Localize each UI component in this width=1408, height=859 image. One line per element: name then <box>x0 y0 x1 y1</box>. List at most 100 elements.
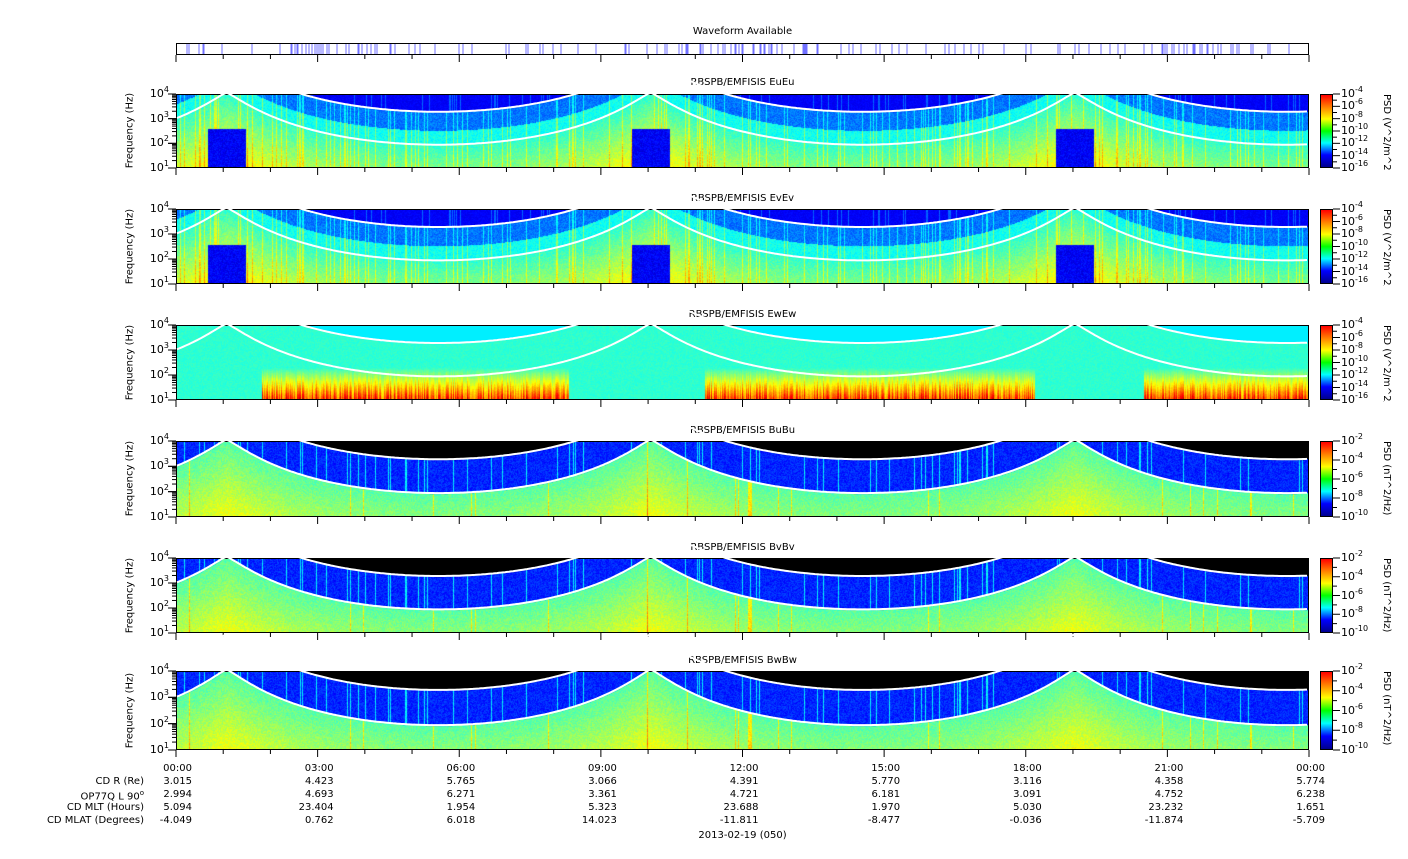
y-tick-label: 103 <box>149 341 169 356</box>
colorbar-tick-label: 10-8 <box>1341 721 1363 737</box>
y-tick-label: 101 <box>149 624 169 639</box>
colorbar-tick-label: 10-14 <box>1341 378 1369 394</box>
waveform-available-bar <box>176 43 1309 55</box>
table-cell: 6.271 <box>446 789 476 800</box>
colorbar <box>1320 671 1333 750</box>
lower-curve <box>176 91 1307 146</box>
table-cell: 3.066 <box>588 776 617 787</box>
lower-curve <box>176 322 1308 378</box>
table-cell: 4.721 <box>729 789 759 800</box>
x-ticks <box>175 633 1310 640</box>
x-ticks <box>175 517 1310 524</box>
table-cell: 5.323 <box>588 802 617 813</box>
spectrogram-plot <box>176 58 1309 168</box>
colorbar <box>1320 558 1333 633</box>
table-cell: 5.765 <box>446 776 476 787</box>
y-ticks <box>168 93 176 169</box>
spectrogram-plot <box>176 633 1309 750</box>
y-tick-label: 102 <box>149 366 169 381</box>
table-cell: -11.874 <box>1144 815 1184 826</box>
table-cell: 1.651 <box>1296 802 1325 813</box>
y-axis-label: Frequency (Hz) <box>124 208 136 284</box>
table-cell: 3.015 <box>163 776 192 787</box>
colorbar-tick-label: 10-8 <box>1341 489 1363 504</box>
white-frequency-curves <box>176 173 1308 262</box>
colorbar-tick-label: 10-10 <box>1341 353 1369 369</box>
y-axis-label: Frequency (Hz) <box>124 557 136 633</box>
y-tick-label: 103 <box>149 688 169 704</box>
colorbar-tick-label: 10-8 <box>1341 109 1363 125</box>
colorbar-tick-label: 10-10 <box>1341 122 1369 137</box>
colorbar-label: PSD (nT^2/Hz) <box>1381 671 1392 746</box>
y-axis-label: Frequency (Hz) <box>124 92 136 169</box>
colorbar-tick-label: 10-2 <box>1341 549 1363 564</box>
table-cell: -8.477 <box>867 815 901 826</box>
colorbar-tick-label: 10-12 <box>1341 134 1369 150</box>
table-cell: -4.049 <box>159 815 192 826</box>
waveform-marks <box>186 44 1290 54</box>
panel-title: RBSPB/EMFISIS EwEw <box>688 309 797 320</box>
table-cell: 5.030 <box>1013 802 1042 813</box>
y-tick-label: 102 <box>149 482 169 498</box>
lower-curve <box>176 438 1308 495</box>
table-row-label: CD MLAT (Degrees) <box>46 815 144 826</box>
y-tick-label: 103 <box>149 109 169 125</box>
y-ticks <box>168 557 176 634</box>
colorbar-tick-label: 10-6 <box>1341 212 1363 228</box>
table-cell: 0.762 <box>304 815 334 826</box>
y-tick-label: 104 <box>149 432 169 447</box>
table-cell: -5.709 <box>1292 815 1325 826</box>
table-cell: 4.693 <box>304 789 334 800</box>
colorbar-ticks <box>1333 440 1340 518</box>
colorbar-label: PSD (V^2/m^2/Hz) <box>1381 94 1392 170</box>
colorbar-tick-label: 10-6 <box>1341 328 1363 344</box>
colorbar-label: PSD (V^2/m^2/Hz) <box>1381 325 1392 402</box>
y-ticks <box>168 324 176 401</box>
colorbar-tick-label: 10-10 <box>1341 624 1369 639</box>
y-tick-label: 101 <box>149 508 169 523</box>
table-cell: 4.423 <box>304 776 334 787</box>
table-cell: 4.752 <box>1154 789 1184 800</box>
table-cell: 6.181 <box>871 789 901 800</box>
panel-title: RBSPB/EMFISIS BwBw <box>688 655 797 666</box>
white-frequency-curves <box>176 289 1308 378</box>
upper-curve <box>176 522 1307 577</box>
spectrogram-plot <box>176 289 1309 400</box>
lower-curve <box>176 206 1308 262</box>
date-label: 2013-02-19 (050) <box>698 830 787 841</box>
colorbar <box>1320 441 1333 517</box>
colorbar-tick-label: 10-6 <box>1341 701 1363 717</box>
lower-curve <box>176 668 1307 727</box>
y-ticks <box>168 440 176 518</box>
colorbar-tick-label: 10-2 <box>1341 662 1363 677</box>
table-cell: 23.404 <box>298 802 334 813</box>
table-row-label: CD MLT (Hours) <box>66 802 144 813</box>
colorbar-tick-label: 10-4 <box>1341 85 1363 100</box>
table-cell: 14.023 <box>581 815 617 826</box>
y-tick-label: 102 <box>149 599 169 614</box>
colorbar-label: PSD (V^2/m^2/Hz) <box>1381 209 1392 286</box>
colorbar-tick-label: 10-12 <box>1341 366 1369 381</box>
x-tick-label: 09:00 <box>588 763 617 774</box>
y-axis-label: Frequency (Hz) <box>124 672 136 748</box>
panel-title: RBSPB/EMFISIS EvEv <box>690 193 795 204</box>
colorbar-tick-label: 10-6 <box>1341 470 1363 485</box>
colorbar <box>1320 94 1333 168</box>
y-ticks <box>168 208 176 285</box>
y-tick-label: 101 <box>149 741 169 756</box>
colorbar-tick-label: 10-14 <box>1341 146 1369 162</box>
x-ticks <box>175 284 1310 291</box>
waveform-title: Waveform Available <box>692 26 793 37</box>
table-cell: 2.994 <box>163 789 192 800</box>
panel-title: RBSPB/EMFISIS EuEu <box>690 77 795 88</box>
x-tick-label: 15:00 <box>871 763 901 774</box>
y-axis-label: Frequency (Hz) <box>124 440 136 517</box>
y-tick-label: 103 <box>149 574 169 589</box>
table-row-label: OP77Q L 90o <box>80 789 144 803</box>
colorbar-tick-label: 10-10 <box>1341 237 1369 253</box>
colorbar-tick-label: 10-8 <box>1341 341 1363 356</box>
table-cell: 6.238 <box>1296 789 1325 800</box>
x-tick-label: 21:00 <box>1154 763 1184 774</box>
y-tick-label: 104 <box>149 662 169 677</box>
